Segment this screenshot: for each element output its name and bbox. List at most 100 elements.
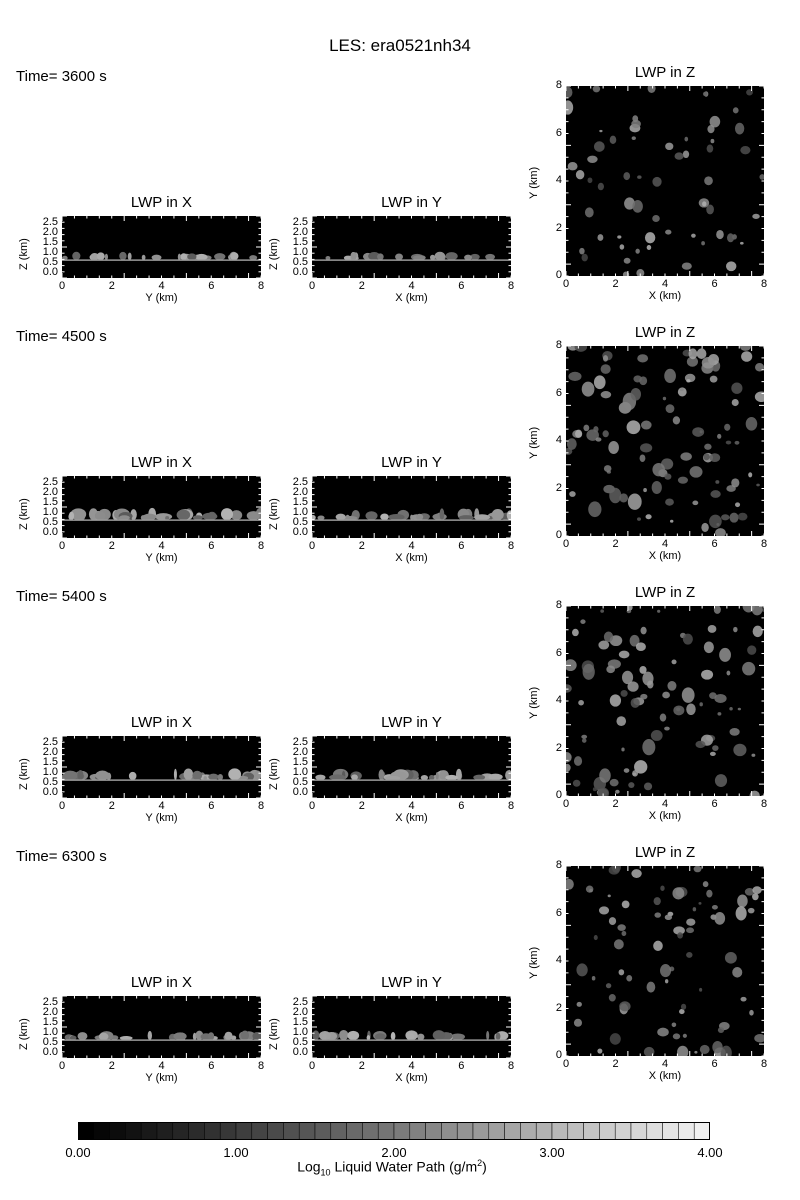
cloud-cell [664,726,670,731]
colorbar-cell [314,1121,332,1141]
y-tick-label: 4 [555,694,562,706]
colorbar-cell [472,1121,490,1141]
cloud-cell [636,269,645,276]
cloud-cell [635,248,640,254]
cloud-cell [645,514,652,520]
cloud-cell [591,975,596,981]
x-tick-label: 6 [711,798,718,810]
cloud-blob [312,1030,320,1041]
cloud-cell [754,391,764,403]
cloud-cell [613,939,624,950]
cloud-cell [578,699,584,706]
cloud-cell [734,122,745,135]
cloud-blob [119,1035,133,1041]
cloud-cell [724,423,731,431]
cloud-cell [673,705,685,716]
panel-title: LWP in Y [381,454,442,471]
cloud-blob [254,770,261,781]
cloud-cell [623,768,630,773]
x-tick-label: 4 [158,800,165,812]
cloud-cell [630,387,642,401]
cloud-blob [428,775,435,781]
cloud-cell [599,768,611,783]
cloud-cell [719,647,731,662]
cloud-cell [688,348,698,360]
panel-title: LWP in Z [634,64,696,81]
cloud-blob [434,251,446,261]
cross-section-panel [62,736,261,798]
cloud-cell [703,641,714,654]
cloud-cell [646,981,656,993]
cloud-cell [717,433,722,439]
y-tick-label: 8 [555,859,562,871]
cloud-blob [450,1033,466,1041]
cloud-cell [631,119,641,129]
axis-tick-marks [312,996,511,1058]
cloud-cell [682,1033,687,1038]
cloud-cell [621,900,630,909]
cloud-cell [592,787,597,792]
cloud-cell [704,443,712,450]
cloud-blob [505,770,511,781]
cloud-cell [702,91,708,97]
cloud-cell [620,690,628,697]
x-tick-label: 0 [58,1060,66,1072]
cloud-cell [741,351,753,362]
cloud-cell [701,241,705,246]
axis-tick-marks [312,476,511,538]
cloud-blob [445,774,458,781]
cloud-cell [664,368,676,384]
cloud-cell [749,1009,754,1016]
cloud-cell [618,969,625,976]
cloud-cell [717,1027,725,1034]
cloud-cell [600,391,612,399]
cloud-cell [602,355,609,362]
cloud-cell [621,670,634,685]
cloud-cell [609,778,619,787]
y-tick-label: 8 [555,79,562,91]
cloud-blob [435,771,439,781]
x-tick-label: 8 [760,538,768,550]
cloud-blob [368,252,381,261]
colorbar-cell [377,1121,395,1141]
plan-view-panel [566,346,764,536]
cloud-blob [350,252,357,261]
x-tick-label: 4 [408,800,415,812]
cross-section-panel [312,476,511,538]
colorbar-cell [614,1121,632,1141]
cloud-cell [631,869,642,878]
cloud-cell [709,751,716,756]
cloud-cell [726,233,735,243]
cloud-cell [652,214,660,223]
cloud-cell [704,176,713,186]
cloud-blob [230,510,243,521]
cloud-cell [686,918,696,926]
cloud-cell [684,136,689,142]
z-tick-label: 2.0 [292,746,308,758]
cloud-blob [173,1032,187,1041]
colorbar-frame [78,1122,710,1140]
cloud-cell [653,897,661,906]
y-axis-label: Z (km) [18,758,30,790]
cloud-blob [183,768,194,781]
colorbar-cell [488,1121,505,1141]
cloud-cell [566,86,573,98]
cloud-cell [710,490,721,498]
x-axis-label: X (km) [395,552,428,564]
cloud-cell [627,681,639,692]
cloud-cell [581,738,587,743]
x-tick-label: 8 [257,1060,265,1072]
cloud-cell [742,661,756,676]
cloud-cell [637,517,641,521]
cloud-blob [147,1030,153,1041]
cloud-blob [312,514,316,521]
cloud-cell [587,177,593,184]
cloud-cell [609,694,622,707]
cloud-cell [744,888,755,896]
x-tick-label: 6 [458,540,465,552]
cross-section-panel [312,996,511,1058]
cloud-cell [602,430,609,438]
cloud-cell [643,782,653,791]
cloud-cell [581,253,588,262]
x-tick-label: 0 [562,798,570,810]
